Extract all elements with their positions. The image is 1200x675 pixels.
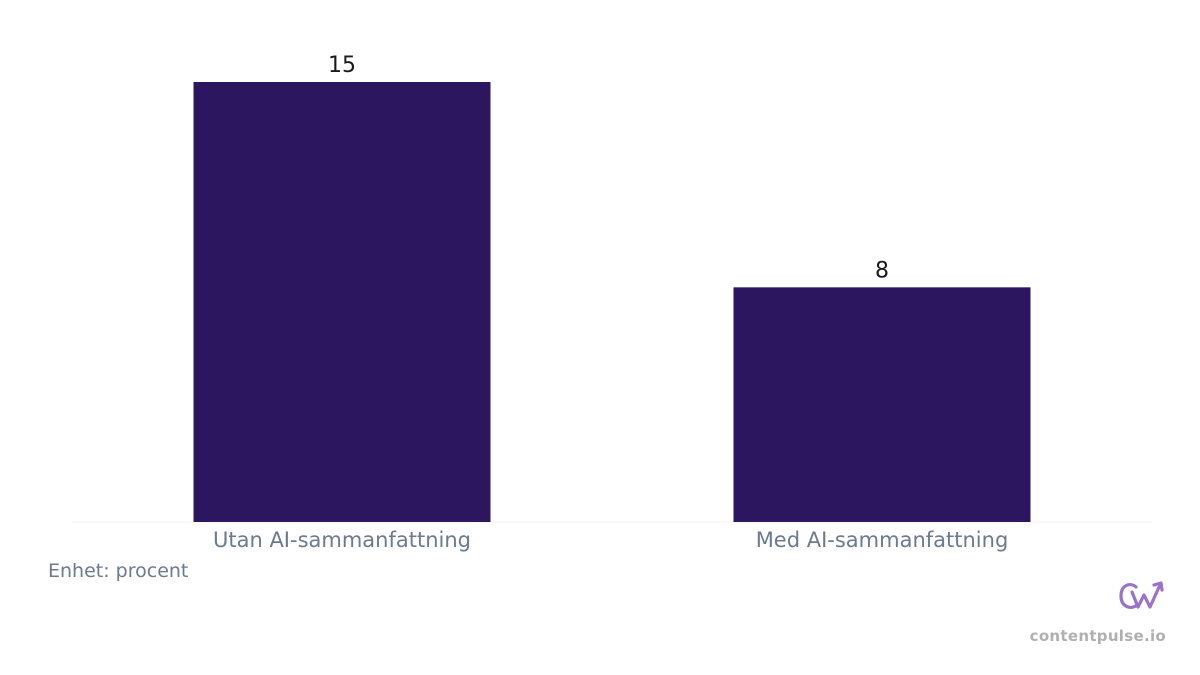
x-tick-label: Utan AI-sammanfattning bbox=[213, 528, 471, 552]
x-tick-label: Med AI-sammanfattning bbox=[756, 528, 1009, 552]
brand-name: contentpulse.io bbox=[1029, 627, 1166, 645]
bar-1 bbox=[193, 82, 491, 522]
contentpulse-logo-icon bbox=[1119, 581, 1164, 609]
bar-value-label: 15 bbox=[328, 53, 356, 78]
bar-value-label: 8 bbox=[875, 258, 889, 283]
bar-2 bbox=[733, 287, 1031, 522]
unit-note: Enhet: procent bbox=[48, 560, 189, 582]
